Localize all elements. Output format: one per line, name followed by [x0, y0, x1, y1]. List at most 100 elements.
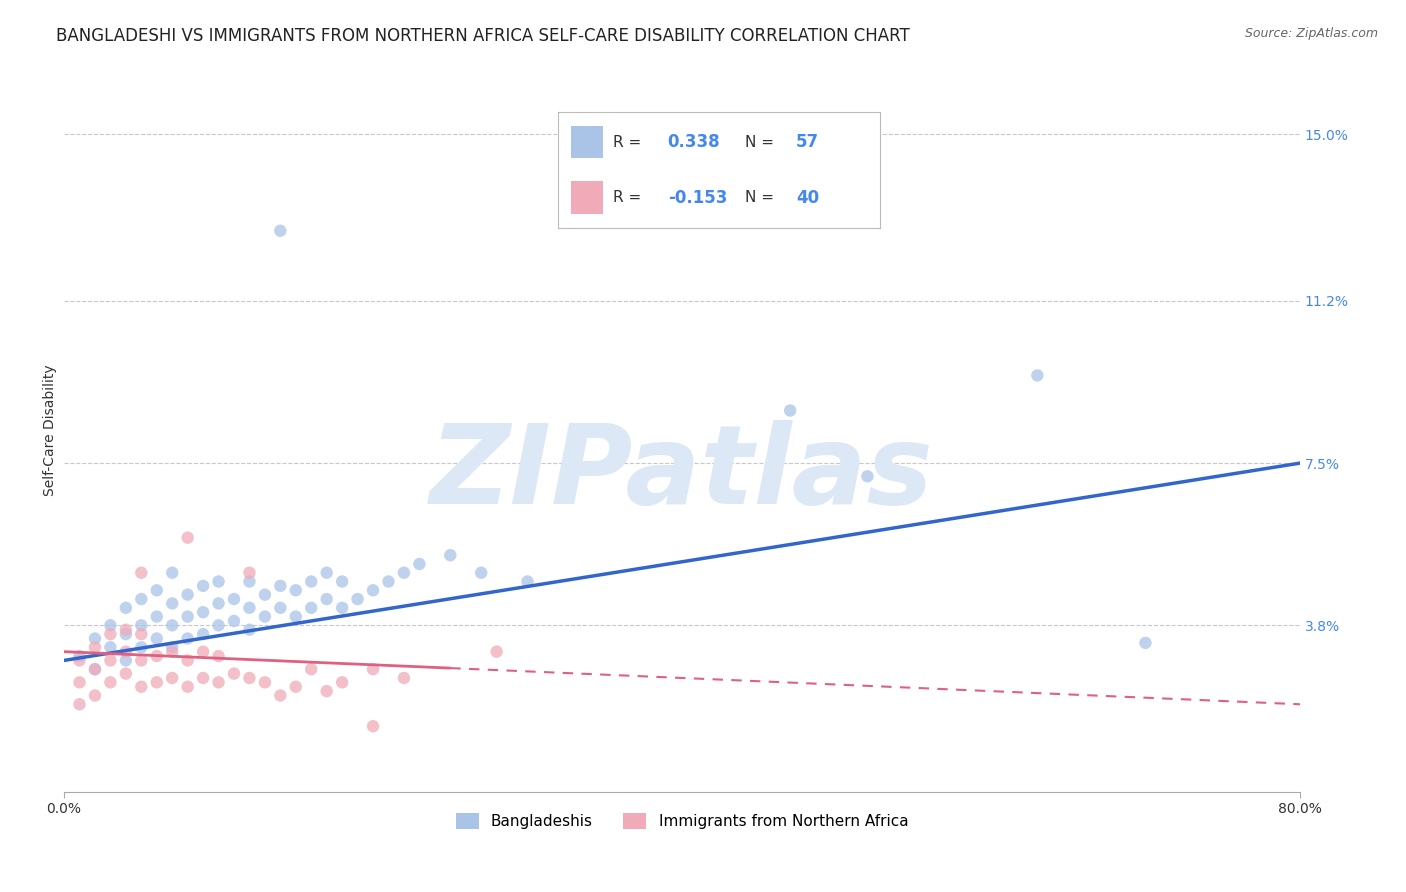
Point — [222, 614, 245, 628]
Point — [207, 648, 229, 663]
Point — [69, 698, 91, 712]
Point — [115, 666, 138, 681]
Point — [253, 588, 276, 602]
Point — [299, 600, 322, 615]
Point — [69, 653, 91, 667]
Point — [238, 671, 260, 685]
Point — [361, 662, 384, 676]
Point — [84, 632, 107, 646]
Point — [191, 605, 214, 619]
Point — [115, 653, 138, 667]
Point — [176, 653, 198, 667]
Point — [131, 653, 153, 667]
Point — [115, 623, 138, 637]
Point — [115, 627, 138, 641]
Point — [191, 645, 214, 659]
Point — [145, 609, 167, 624]
Point — [145, 675, 167, 690]
Point — [361, 583, 384, 598]
Point — [222, 666, 245, 681]
Point — [439, 548, 461, 562]
Point — [238, 623, 260, 637]
Point — [131, 618, 153, 632]
Legend: Bangladeshis, Immigrants from Northern Africa: Bangladeshis, Immigrants from Northern A… — [450, 806, 914, 835]
Point — [284, 680, 307, 694]
Point — [176, 531, 198, 545]
Point — [1135, 636, 1157, 650]
Point — [1026, 368, 1049, 383]
Point — [330, 675, 353, 690]
Point — [160, 640, 183, 655]
Point — [100, 675, 122, 690]
Point — [299, 662, 322, 676]
Point — [299, 574, 322, 589]
Point — [191, 671, 214, 685]
Point — [160, 618, 183, 632]
Point — [269, 579, 291, 593]
Point — [315, 566, 337, 580]
Point — [100, 653, 122, 667]
Point — [253, 675, 276, 690]
Point — [100, 640, 122, 655]
Point — [207, 618, 229, 632]
Point — [238, 574, 260, 589]
Point — [330, 600, 353, 615]
Point — [84, 640, 107, 655]
Point — [115, 645, 138, 659]
Point — [160, 596, 183, 610]
Point — [131, 566, 153, 580]
Point — [269, 600, 291, 615]
Point — [160, 671, 183, 685]
Point — [284, 583, 307, 598]
Point — [470, 566, 492, 580]
Point — [346, 592, 368, 607]
Point — [516, 574, 538, 589]
Point — [485, 645, 508, 659]
Point — [176, 680, 198, 694]
Point — [253, 609, 276, 624]
Point — [69, 675, 91, 690]
Point — [84, 662, 107, 676]
Point — [131, 680, 153, 694]
Point — [361, 719, 384, 733]
Point — [191, 627, 214, 641]
Point — [207, 675, 229, 690]
Point — [269, 689, 291, 703]
Point — [131, 640, 153, 655]
Point — [856, 469, 879, 483]
Point — [377, 574, 399, 589]
Point — [100, 618, 122, 632]
Point — [392, 566, 415, 580]
Point — [145, 583, 167, 598]
Text: BANGLADESHI VS IMMIGRANTS FROM NORTHERN AFRICA SELF-CARE DISABILITY CORRELATION : BANGLADESHI VS IMMIGRANTS FROM NORTHERN … — [56, 27, 910, 45]
Text: ZIPatlas: ZIPatlas — [430, 420, 934, 527]
Point — [392, 671, 415, 685]
Point — [131, 627, 153, 641]
Point — [315, 592, 337, 607]
Point — [160, 566, 183, 580]
Point — [100, 627, 122, 641]
Point — [238, 600, 260, 615]
Point — [176, 609, 198, 624]
Point — [779, 403, 801, 417]
Point — [84, 689, 107, 703]
Point — [284, 609, 307, 624]
Point — [176, 632, 198, 646]
Point — [238, 566, 260, 580]
Point — [160, 645, 183, 659]
Point — [330, 574, 353, 589]
Point — [115, 600, 138, 615]
Point — [69, 648, 91, 663]
Point — [176, 588, 198, 602]
Point — [207, 574, 229, 589]
Point — [191, 579, 214, 593]
Point — [222, 592, 245, 607]
Point — [145, 632, 167, 646]
Text: Source: ZipAtlas.com: Source: ZipAtlas.com — [1244, 27, 1378, 40]
Point — [269, 224, 291, 238]
Point — [315, 684, 337, 698]
Y-axis label: Self-Care Disability: Self-Care Disability — [44, 365, 58, 496]
Point — [145, 648, 167, 663]
Point — [207, 596, 229, 610]
Point — [84, 662, 107, 676]
